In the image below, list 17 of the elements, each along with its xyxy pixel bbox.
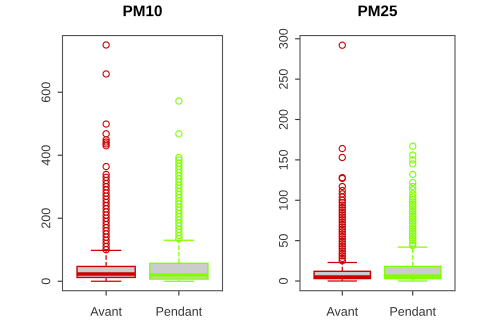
y-tick-label: 200 <box>41 208 50 228</box>
chart-title: PM10 <box>124 5 162 16</box>
y-tick-label: 600 <box>41 82 50 102</box>
x-tick-label: Avant <box>90 307 122 316</box>
x-tick-label: Pendant <box>156 306 202 316</box>
y-tick-label: 400 <box>41 145 50 166</box>
x-tick-label: Pendant <box>390 306 436 316</box>
y-tick-label: 250 <box>278 69 288 89</box>
y-tick-label: 150 <box>278 150 288 170</box>
chart-title: PM25 <box>358 5 398 16</box>
y-tick-label: 0 <box>278 278 288 284</box>
y-tick-label: 100 <box>278 190 288 210</box>
y-tick-label: 300 <box>278 28 288 49</box>
y-tick-label: 50 <box>278 234 288 248</box>
y-tick-label: 0 <box>41 278 50 284</box>
x-tick-label: Avant <box>326 307 358 316</box>
y-tick-label: 200 <box>278 110 288 130</box>
